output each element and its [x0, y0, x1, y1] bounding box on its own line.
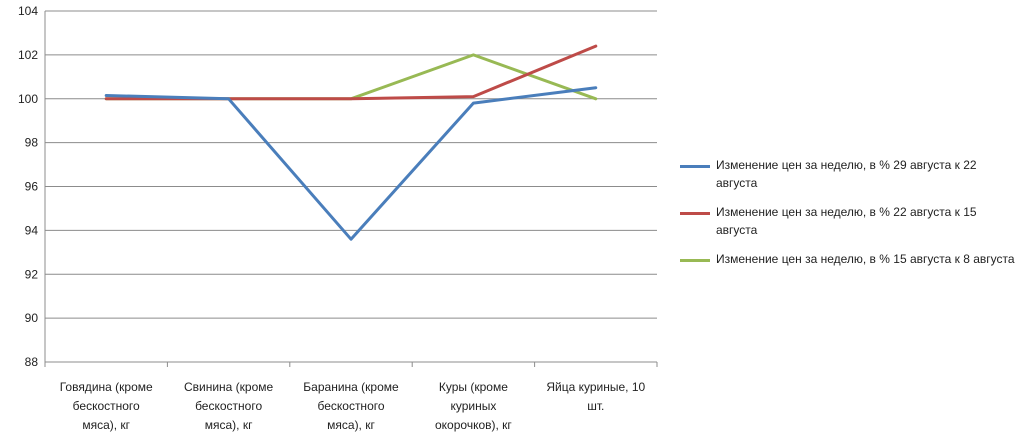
y-tick-label: 98 [25, 136, 39, 150]
legend-swatch [680, 259, 710, 262]
y-tick-label: 88 [25, 355, 39, 369]
legend-swatch [680, 212, 710, 215]
legend-label: Изменение цен за неделю, в % 22 августа … [716, 205, 977, 237]
y-tick-label: 94 [25, 223, 39, 237]
x-category-label: бескостного [195, 399, 262, 413]
series-line [104, 86, 598, 241]
x-category-label: Свинина (кроме [184, 380, 274, 394]
y-tick-label: 90 [25, 311, 39, 325]
y-tick-label: 92 [25, 267, 39, 281]
legend-label: Изменение цен за неделю, в % 29 августа … [716, 158, 977, 190]
x-category-label: мяса), кг [82, 418, 130, 432]
y-tick-label: 104 [18, 4, 38, 18]
legend-item: Изменение цен за неделю, в % 29 августа … [676, 156, 1016, 203]
x-category-label: куриных [450, 399, 496, 413]
x-category-label: Куры (кроме [439, 380, 508, 394]
x-category-label: Баранина (кроме [303, 380, 399, 394]
x-category-label: шт. [587, 399, 604, 413]
legend-label: Изменение цен за неделю, в % 15 августа … [716, 252, 1015, 266]
y-tick-label: 96 [25, 180, 39, 194]
x-category-label: бескостного [317, 399, 384, 413]
y-tick-label: 100 [18, 92, 38, 106]
x-category-label: мяса), кг [205, 418, 253, 432]
x-category-label: бескостного [73, 399, 140, 413]
legend-swatch [680, 165, 710, 168]
x-category-label: Говядина (кроме [60, 380, 153, 394]
x-category-label: мяса), кг [327, 418, 375, 432]
chart-legend: Изменение цен за неделю, в % 29 августа … [676, 156, 1016, 297]
legend-item: Изменение цен за неделю, в % 15 августа … [676, 250, 1016, 297]
x-category-label: окорочков), кг [435, 418, 512, 432]
legend-item: Изменение цен за неделю, в % 22 августа … [676, 203, 1016, 250]
y-tick-label: 102 [18, 48, 38, 62]
x-category-label: Яйца куриные, 10 [546, 380, 645, 394]
